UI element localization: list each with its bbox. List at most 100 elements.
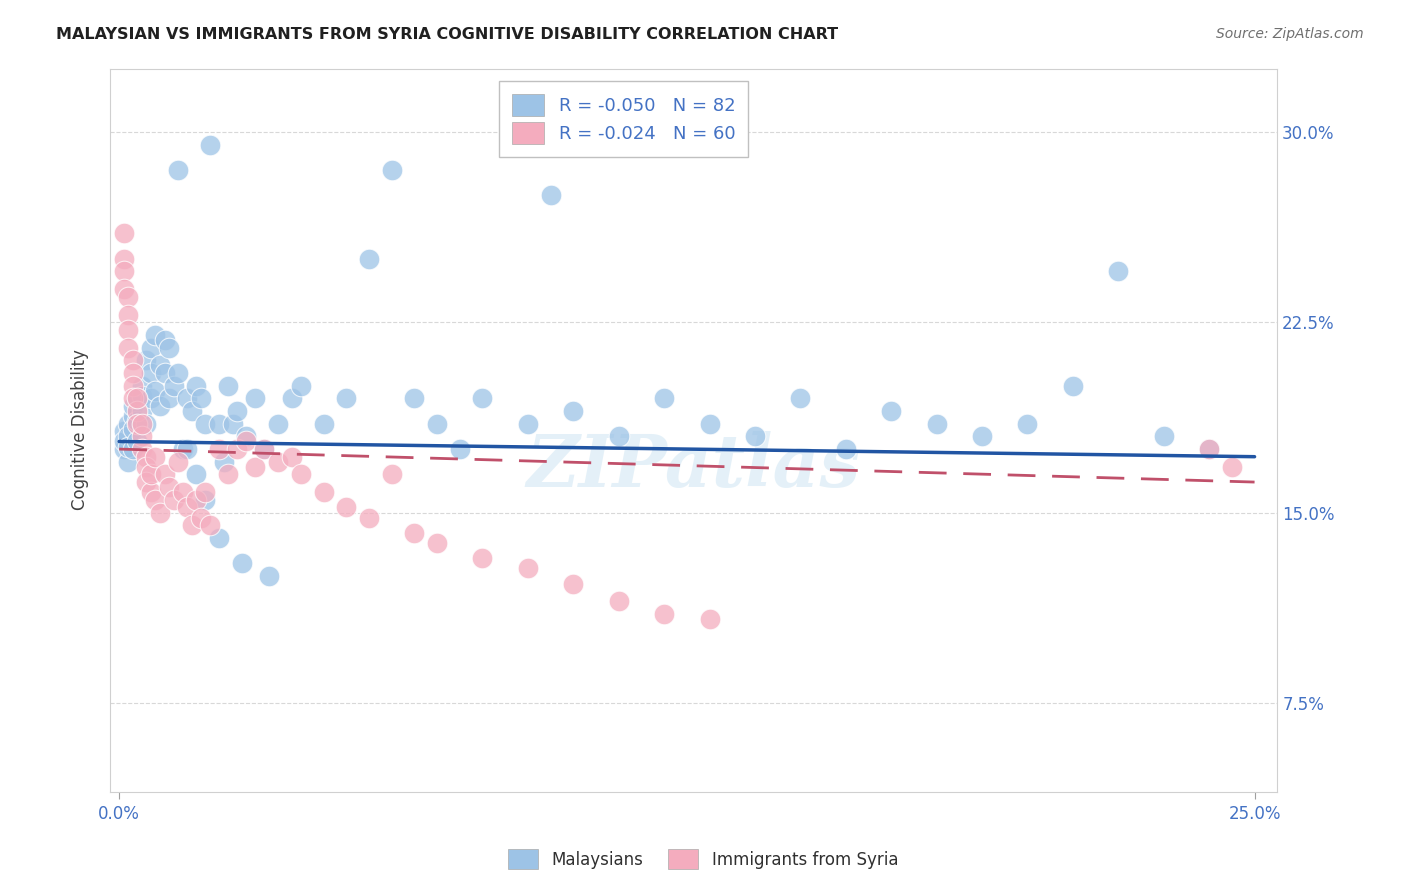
Point [176,392,198,406]
Point [172,485,194,500]
Point [135,459,157,474]
Point [426,417,449,431]
Point [163,378,186,392]
Point [117,341,139,355]
Point [235,429,257,443]
Point [471,551,494,566]
Point [117,440,139,454]
Point [131,442,153,456]
Point [121,422,143,436]
Point [280,450,302,464]
Point [131,429,153,443]
Point [112,227,135,241]
Point [167,366,190,380]
Point [153,333,176,347]
Point [235,434,257,449]
Point [153,467,176,482]
Point [117,323,139,337]
Point [290,467,312,482]
Point [607,594,630,608]
Point [540,188,562,202]
Point [217,378,239,392]
Point [280,392,302,406]
Point [381,467,404,482]
Point [257,569,280,583]
Point [312,485,335,500]
Point [198,518,221,533]
Legend: R = -0.050   N = 82, R = -0.024   N = 60: R = -0.050 N = 82, R = -0.024 N = 60 [499,81,748,157]
Point [290,378,312,392]
Point [335,500,357,515]
Point [112,442,135,456]
Point [198,137,221,152]
Point [157,341,180,355]
Point [357,252,380,266]
Point [127,404,149,418]
Point [186,492,208,507]
Point [190,392,212,406]
Point [208,531,231,545]
Point [127,434,149,449]
Point [180,518,202,533]
Point [172,442,194,456]
Point [1017,417,1039,431]
Point [789,392,811,406]
Point [149,506,172,520]
Point [167,163,190,178]
Point [1198,442,1220,456]
Point [145,450,167,464]
Point [253,442,276,456]
Point [970,429,993,443]
Point [121,399,143,413]
Text: Source: ZipAtlas.com: Source: ZipAtlas.com [1216,27,1364,41]
Point [212,455,235,469]
Point [426,536,449,550]
Point [449,442,471,456]
Point [139,341,162,355]
Point [145,384,167,398]
Point [607,429,630,443]
Text: MALAYSIAN VS IMMIGRANTS FROM SYRIA COGNITIVE DISABILITY CORRELATION CHART: MALAYSIAN VS IMMIGRANTS FROM SYRIA COGNI… [56,27,838,42]
Point [117,308,139,322]
Point [744,429,766,443]
Point [226,404,249,418]
Point [335,392,357,406]
Legend: Malaysians, Immigrants from Syria: Malaysians, Immigrants from Syria [498,838,908,880]
Point [222,417,245,431]
Point [135,450,157,464]
Point [157,480,180,494]
Point [153,366,176,380]
Point [117,417,139,431]
Point [208,442,231,456]
Point [112,425,135,439]
Point [562,576,585,591]
Point [245,392,267,406]
Point [699,417,721,431]
Point [404,392,426,406]
Point [562,404,585,418]
Point [117,290,139,304]
Point [131,378,153,392]
Point [176,500,198,515]
Point [1153,429,1175,443]
Point [194,492,217,507]
Point [404,525,426,540]
Point [176,442,198,456]
Point [180,404,202,418]
Point [121,409,143,423]
Point [190,510,212,524]
Point [253,442,276,456]
Point [516,561,538,575]
Point [121,353,143,368]
Point [149,399,172,413]
Point [135,417,157,431]
Point [112,264,135,278]
Point [121,366,143,380]
Point [652,392,675,406]
Point [145,492,167,507]
Point [880,404,903,418]
Point [131,389,153,403]
Point [1198,442,1220,456]
Point [127,414,149,428]
Point [516,417,538,431]
